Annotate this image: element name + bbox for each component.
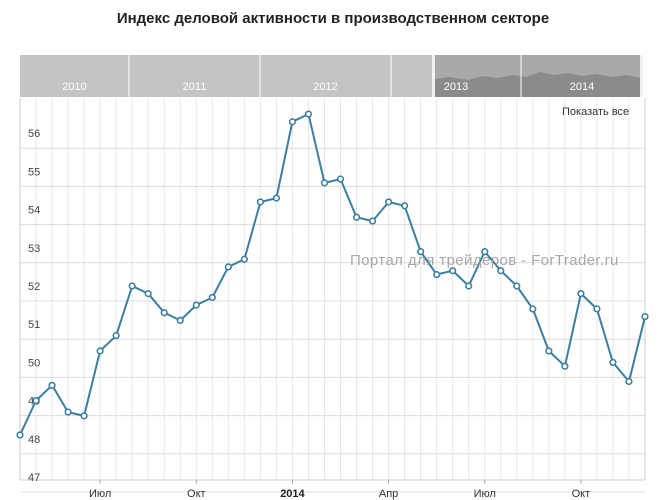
data-point[interactable] — [272, 194, 281, 202]
time-navigator[interactable]: 2010 2011 2012 2013 2014 — [20, 55, 643, 97]
navigator-area-preview — [434, 72, 643, 97]
x-tick-label: Апр — [379, 488, 398, 500]
data-point[interactable] — [609, 358, 617, 367]
data-point[interactable] — [288, 118, 297, 126]
data-point[interactable] — [465, 282, 473, 290]
data-point[interactable] — [593, 305, 601, 313]
data-point[interactable] — [368, 217, 377, 225]
data-point[interactable] — [561, 362, 569, 370]
navigator-year-label: 2013 — [444, 81, 468, 93]
y-tick-label: 54 — [28, 205, 40, 217]
data-point[interactable] — [449, 267, 457, 275]
data-point[interactable] — [577, 290, 585, 298]
data-point[interactable] — [481, 248, 489, 256]
navigator-year-label: 2012 — [313, 81, 337, 93]
y-tick-label: 51 — [28, 319, 40, 331]
data-point[interactable] — [144, 290, 152, 298]
data-point[interactable] — [641, 312, 649, 321]
navigator-years: 2010 2011 2012 2013 2014 — [62, 55, 594, 97]
navigator-left-handle[interactable] — [432, 55, 435, 97]
y-tick-label: 47 — [28, 472, 40, 484]
data-point[interactable] — [208, 293, 216, 302]
navigator-year-label: 2014 — [570, 81, 594, 93]
data-point[interactable] — [417, 248, 425, 256]
data-point[interactable] — [336, 175, 345, 183]
data-point[interactable] — [497, 267, 505, 275]
chart-title: Индекс деловой активности в производстве… — [116, 10, 550, 27]
data-point[interactable] — [160, 309, 168, 317]
y-tick-label: 48 — [28, 434, 40, 446]
x-tick-label: Окт — [187, 488, 206, 500]
data-point[interactable] — [240, 255, 248, 263]
data-point[interactable] — [48, 381, 56, 389]
data-point[interactable] — [304, 110, 313, 118]
y-axis-ticks: 47484950515253545556 — [28, 128, 40, 484]
data-point[interactable] — [352, 213, 361, 221]
navigator-year-label: 2010 — [62, 81, 86, 93]
grid — [19, 98, 646, 493]
y-tick-label: 50 — [28, 357, 40, 369]
data-point[interactable] — [513, 282, 521, 290]
data-point[interactable] — [224, 263, 232, 271]
data-point[interactable] — [433, 270, 441, 279]
data-point[interactable] — [32, 397, 40, 405]
x-axis-ticks: Июл Окт 2014 Апр Июл Окт — [89, 480, 590, 500]
y-tick-label: 52 — [28, 281, 40, 293]
data-point[interactable] — [192, 301, 200, 309]
data-point[interactable] — [80, 412, 88, 420]
data-point[interactable] — [128, 282, 136, 290]
data-point[interactable] — [625, 377, 633, 386]
data-points[interactable] — [16, 110, 649, 439]
data-point[interactable] — [16, 431, 24, 439]
navigator-year-label: 2011 — [183, 81, 207, 93]
show-all-button[interactable]: Показать все — [562, 106, 630, 118]
data-point[interactable] — [384, 198, 393, 206]
data-point[interactable] — [256, 198, 264, 206]
series-line — [19, 113, 646, 436]
x-tick-label: Июл — [474, 488, 496, 500]
watermark-text: Портал для трейдеров - ForTrader.ru — [350, 252, 619, 269]
data-point[interactable] — [545, 347, 553, 355]
series-line-layer — [19, 113, 646, 436]
navigator-right-handle[interactable] — [640, 55, 643, 97]
y-tick-label: 55 — [28, 166, 40, 178]
data-point[interactable] — [401, 202, 409, 210]
y-tick-label: 53 — [28, 243, 40, 255]
x-tick-label: 2014 — [280, 488, 305, 500]
y-tick-label: 56 — [28, 128, 40, 140]
x-tick-label: Окт — [572, 488, 591, 500]
data-point[interactable] — [176, 316, 184, 324]
data-point[interactable] — [96, 347, 104, 355]
data-point[interactable] — [64, 408, 72, 416]
data-point[interactable] — [112, 332, 120, 340]
data-point[interactable] — [320, 179, 329, 187]
x-tick-label: Июл — [89, 488, 111, 500]
data-point[interactable] — [529, 305, 537, 313]
